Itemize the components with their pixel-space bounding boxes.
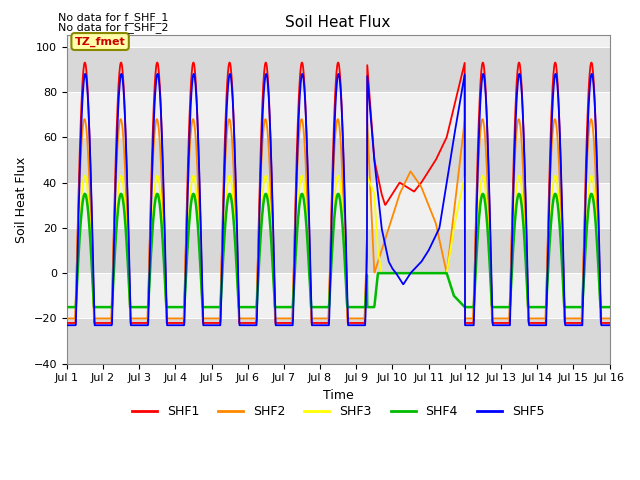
SHF1 <box>315 320 323 326</box>
Bar <box>67 228 609 273</box>
SHF5 <box>127 323 134 328</box>
SHF5 <box>314 323 322 328</box>
SHF1 <box>127 320 135 326</box>
SHF4 <box>372 288 380 294</box>
SHF2 <box>106 315 113 321</box>
SHF3 <box>294 212 301 217</box>
SHF5 <box>293 162 301 168</box>
SHF3 <box>106 304 113 310</box>
SHF2 <box>372 265 380 271</box>
SHF4 <box>81 191 89 197</box>
Line: SHF4: SHF4 <box>67 194 609 307</box>
SHF1 <box>294 131 301 137</box>
SHF3 <box>372 217 380 223</box>
SHF3 <box>605 304 613 310</box>
Text: No data for f_SHF_1: No data for f_SHF_1 <box>58 12 168 23</box>
SHF5 <box>63 323 70 328</box>
SHF3 <box>81 173 89 179</box>
SHF5 <box>105 323 113 328</box>
SHF4 <box>305 259 312 264</box>
SHF3 <box>305 252 312 257</box>
Bar <box>67 47 609 92</box>
SHF4 <box>63 304 70 310</box>
Line: SHF5: SHF5 <box>67 74 609 325</box>
Legend: SHF1, SHF2, SHF3, SHF4, SHF5: SHF1, SHF2, SHF3, SHF4, SHF5 <box>127 400 549 423</box>
SHF1 <box>63 320 70 326</box>
SHF3 <box>315 304 323 310</box>
SHF4 <box>106 304 113 310</box>
SHF5 <box>605 323 613 328</box>
SHF4 <box>294 225 301 230</box>
Text: No data for f_SHF_2: No data for f_SHF_2 <box>58 22 168 33</box>
SHF4 <box>315 304 323 310</box>
Title: Soil Heat Flux: Soil Heat Flux <box>285 15 391 30</box>
SHF4 <box>127 304 135 310</box>
SHF1 <box>372 165 380 170</box>
SHF1 <box>106 320 113 326</box>
Bar <box>67 318 609 364</box>
SHF2 <box>81 116 88 122</box>
SHF3 <box>63 304 70 310</box>
SHF5 <box>588 71 596 77</box>
SHF5 <box>305 185 312 191</box>
SHF1 <box>605 320 613 326</box>
SHF2 <box>127 315 135 321</box>
Line: SHF2: SHF2 <box>67 119 609 318</box>
Text: TZ_fmet: TZ_fmet <box>75 36 125 47</box>
SHF5 <box>372 169 380 175</box>
SHF2 <box>63 315 70 321</box>
Y-axis label: Soil Heat Flux: Soil Heat Flux <box>15 156 28 243</box>
Bar <box>67 137 609 182</box>
SHF2 <box>305 239 312 244</box>
SHF4 <box>605 304 613 310</box>
X-axis label: Time: Time <box>323 389 353 402</box>
SHF2 <box>605 315 613 321</box>
Line: SHF1: SHF1 <box>67 62 609 323</box>
Line: SHF3: SHF3 <box>67 176 609 307</box>
SHF1 <box>81 60 89 65</box>
SHF2 <box>294 163 301 169</box>
SHF3 <box>127 304 135 310</box>
SHF1 <box>305 205 312 211</box>
SHF2 <box>315 315 323 321</box>
